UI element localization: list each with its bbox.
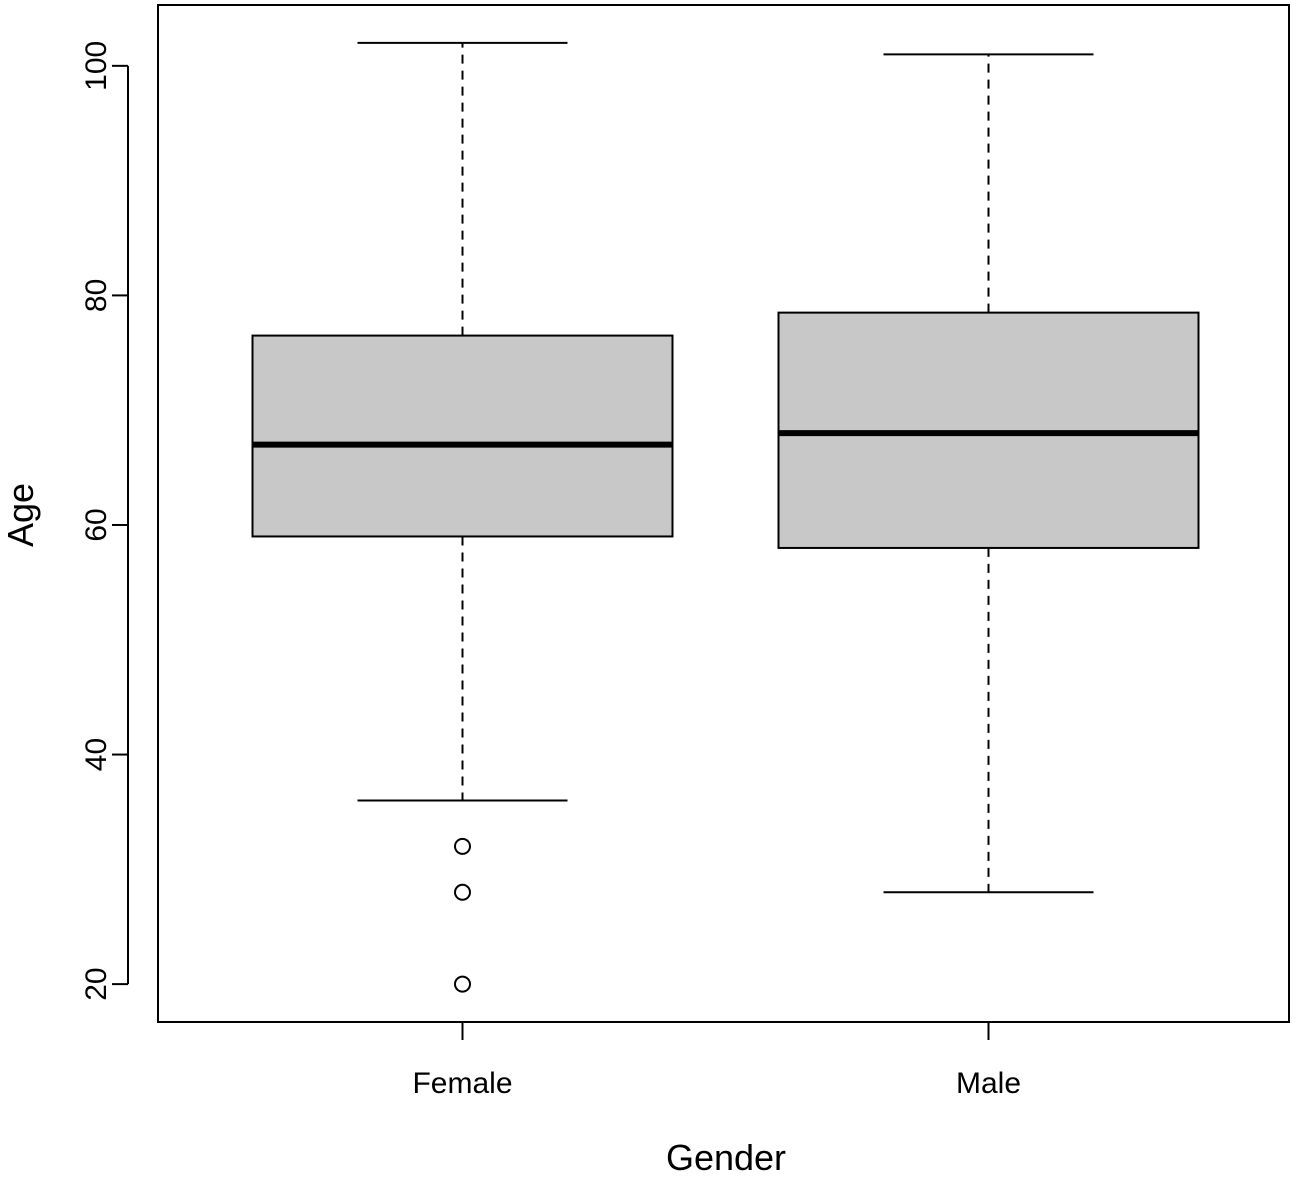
- y-tick-label: 40: [80, 738, 113, 771]
- outlier-point: [454, 975, 471, 993]
- outlier-point: [454, 837, 471, 855]
- y-tick-label: 100: [80, 41, 113, 91]
- y-axis-label: Age: [0, 483, 41, 547]
- iqr-box: [251, 334, 674, 538]
- outlier-point: [454, 883, 471, 901]
- x-axis: Female Male: [412, 1021, 1021, 1100]
- box-group-female: [251, 41, 674, 993]
- y-tick-label: 20: [80, 967, 113, 1000]
- y-tick-label: 80: [80, 279, 113, 312]
- x-tick-label: Male: [956, 1067, 1021, 1100]
- y-axis: 20 40 60 80 100: [80, 41, 129, 1001]
- box-group-male: [777, 53, 1200, 894]
- x-tick-label: Female: [412, 1067, 512, 1100]
- y-tick-label: 60: [80, 508, 113, 541]
- boxes: [251, 41, 1200, 993]
- x-axis-label: Gender: [666, 1137, 786, 1177]
